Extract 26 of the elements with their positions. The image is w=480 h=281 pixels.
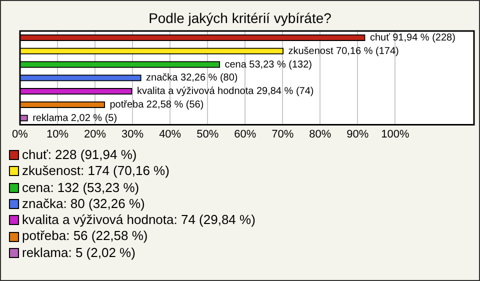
x-tick-label: 40% [159, 128, 182, 140]
text: reklama: 5 (2,02 %) [22, 244, 136, 262]
data-label: kvalita a výživová hodnota 29,84 % (74) [136, 86, 314, 98]
data-label: zkušenost 70,16 % (174) [288, 46, 399, 57]
x-tick-label: 30% [122, 128, 144, 140]
text: cena: 132 (53,23 %) [22, 180, 140, 196]
text: značka: 80 (32,26 %) [22, 196, 145, 212]
text: zkušenost: 174 (70,16 %) [22, 163, 170, 180]
x-tick-label: 100% [381, 128, 410, 140]
x-tick-label: 70% [272, 128, 294, 140]
x-tick-label: 50% [196, 128, 219, 140]
x-tick-label: 10% [46, 128, 69, 140]
x-tick-label: 20% [84, 128, 106, 140]
data-label: potřeba 22,58 % (56) [110, 99, 204, 110]
data-label: chuť 91,94 % (228) [370, 32, 456, 44]
data-label: značka 32,26 % (80) [146, 72, 238, 84]
x-tick-label: 0% [12, 128, 28, 140]
text: kvalita a výživová hodnota: 74 (29,84 %) [22, 212, 256, 228]
x-tick-label: 60% [234, 128, 256, 140]
x-tick-label: 80% [309, 128, 332, 140]
data-label: reklama 2,02 % (5) [32, 112, 118, 124]
chart-title: Podle jakých kritérií vybíráte? [148, 10, 332, 26]
x-tick-label: 90% [346, 128, 369, 140]
data-label: cena 53,23 % (132) [224, 59, 312, 70]
text: potřeba: 56 (22,58 %) [22, 228, 148, 245]
text: chuť: 228 (91,94 %) [22, 147, 137, 164]
